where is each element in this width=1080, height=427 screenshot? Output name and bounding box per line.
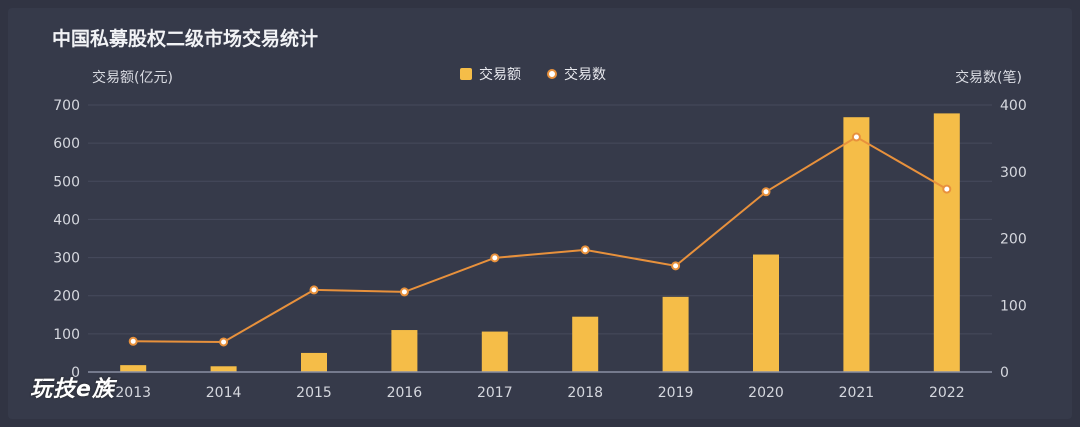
x-tick-label: 2015 <box>296 385 332 401</box>
line-point <box>490 253 500 263</box>
legend-label-amount: 交易额 <box>479 67 521 83</box>
line-point <box>851 132 861 142</box>
left-tick-label: 700 <box>53 98 80 114</box>
x-tick-label: 2016 <box>387 385 423 401</box>
bar <box>843 117 870 372</box>
watermark: 玩技e族 <box>30 377 115 402</box>
bar <box>662 296 689 372</box>
left-tick-label: 100 <box>53 327 80 343</box>
bar <box>753 254 779 372</box>
legend-item-count[interactable]: 交易数 <box>547 64 606 84</box>
legend-bar-swatch-icon <box>460 68 472 80</box>
chart-title: 中国私募股权二级市场交易统计 <box>52 28 319 50</box>
left-tick-label: 300 <box>53 251 80 267</box>
x-tick-label: 2017 <box>477 385 513 401</box>
x-tick-label: 2020 <box>748 385 784 401</box>
left-tick-label: 600 <box>53 136 80 152</box>
bar <box>481 331 508 372</box>
bar <box>572 316 599 372</box>
legend-item-amount[interactable]: 交易额 <box>460 64 521 84</box>
line-point <box>309 285 319 295</box>
legend: 交易额 交易数 <box>460 64 606 84</box>
bar <box>391 330 418 372</box>
legend-line-marker-icon <box>547 69 557 79</box>
left-axis-title: 交易额(亿元) <box>92 70 173 86</box>
line-point <box>399 287 409 297</box>
line-series <box>133 135 948 343</box>
left-tick-label: 400 <box>53 212 80 228</box>
x-tick-label: 2022 <box>929 385 965 401</box>
line-point <box>942 184 952 194</box>
line-point <box>761 187 771 197</box>
left-tick-label: 0 <box>71 365 80 381</box>
x-tick-label: 2018 <box>567 385 603 401</box>
right-tick-label: 100 <box>1000 298 1027 314</box>
x-tick-label: 2013 <box>115 385 151 401</box>
right-tick-label: 200 <box>1000 232 1027 248</box>
line-point <box>128 336 138 346</box>
right-tick-label: 400 <box>1000 98 1027 114</box>
legend-label-count: 交易数 <box>564 67 606 83</box>
line-point <box>219 337 229 347</box>
bar <box>120 365 147 372</box>
right-axis-title: 交易数(笔) <box>955 70 1022 86</box>
left-tick-label: 200 <box>53 289 80 305</box>
x-tick-label: 2019 <box>658 385 694 401</box>
right-tick-label: 0 <box>1000 365 1009 381</box>
x-tick-label: 2014 <box>206 385 242 401</box>
chart-panel <box>8 8 1072 419</box>
bar <box>933 113 960 373</box>
line-point <box>580 245 590 255</box>
x-tick-label: 2021 <box>839 385 875 401</box>
bar <box>301 352 327 372</box>
left-tick-label: 500 <box>53 174 80 190</box>
right-tick-label: 300 <box>1000 165 1027 181</box>
bar <box>210 366 237 372</box>
line-point <box>671 261 681 271</box>
